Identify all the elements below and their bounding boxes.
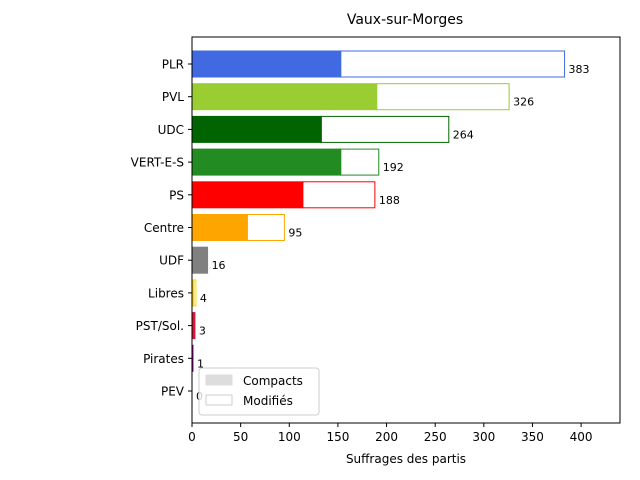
x-tick-label-0: 0 (188, 430, 196, 444)
x-tick-label-6: 300 (472, 430, 495, 444)
y-tick-label-0: PLR (162, 58, 184, 72)
y-tick-label-3: VERT-E-S (131, 156, 184, 170)
legend-label-1: Modifiés (243, 394, 293, 408)
bar-modifies-0 (340, 50, 566, 78)
bar-compacts-6 (191, 246, 209, 274)
legend-swatch-1 (205, 394, 233, 406)
bar-modifies-1 (376, 83, 510, 111)
x-axis-label: Suffrages des partis (346, 452, 466, 466)
bar-compacts-4 (191, 181, 304, 209)
y-tick-label-6: UDF (159, 254, 184, 268)
bar-modifies-4 (302, 181, 376, 209)
bar-compacts-0 (191, 50, 342, 78)
bar-modifies-7 (193, 279, 197, 307)
x-tick-label-7: 350 (521, 430, 544, 444)
x-tick-label-3: 150 (326, 430, 349, 444)
data-label-5: 95 (288, 227, 302, 240)
plot-frame (191, 36, 621, 424)
legend: Compacts Modifiés (198, 367, 320, 416)
data-label-3: 192 (383, 161, 404, 174)
legend-label-0: Compacts (243, 374, 303, 388)
bars: 38332626419218895164310 (191, 50, 590, 403)
y-tick-label-5: Centre (144, 221, 184, 235)
x-tick-label-4: 200 (375, 430, 398, 444)
x-axis: 0 50 100 150 200 250 300 350 400 (188, 423, 593, 444)
bar-compacts-2 (191, 115, 322, 143)
bar-compacts-1 (191, 83, 378, 111)
y-tick-label-7: Libres (148, 286, 184, 300)
y-tick-labels: PLR PVL UDC VERT-E-S PS Centre UDF Libres PST/So… (131, 58, 192, 399)
data-label-1: 326 (513, 96, 534, 109)
bar-modifies-5 (246, 214, 285, 241)
bar-modifies-8 (193, 312, 196, 340)
x-tick-label-2: 100 (278, 430, 301, 444)
data-label-9: 1 (197, 357, 204, 370)
legend-swatch-0 (205, 374, 233, 386)
x-tick-label-8: 400 (570, 430, 593, 444)
data-label-8: 3 (199, 325, 206, 338)
y-tick-label-2: UDC (158, 123, 184, 137)
bar-modifies-3 (340, 148, 380, 176)
chart-title: Vaux-sur-Morges (347, 12, 463, 28)
data-label-6: 16 (212, 259, 226, 272)
y-tick-label-8: PST/Sol. (136, 319, 184, 333)
bar-modifies-2 (320, 115, 450, 143)
y-tick-label-4: PS (169, 188, 184, 202)
x-tick-label-5: 250 (424, 430, 447, 444)
bar-compacts-3 (191, 148, 342, 176)
y-tick-label-1: PVL (162, 90, 184, 104)
data-label-7: 4 (200, 292, 207, 305)
x-tick-label-1: 50 (233, 430, 248, 444)
y-tick-label-10: PEV (161, 385, 185, 399)
data-label-2: 264 (453, 128, 474, 141)
data-label-0: 383 (569, 63, 590, 76)
bar-compacts-5 (191, 214, 248, 241)
y-tick-label-9: Pirates (143, 352, 184, 366)
data-label-4: 188 (379, 194, 400, 207)
